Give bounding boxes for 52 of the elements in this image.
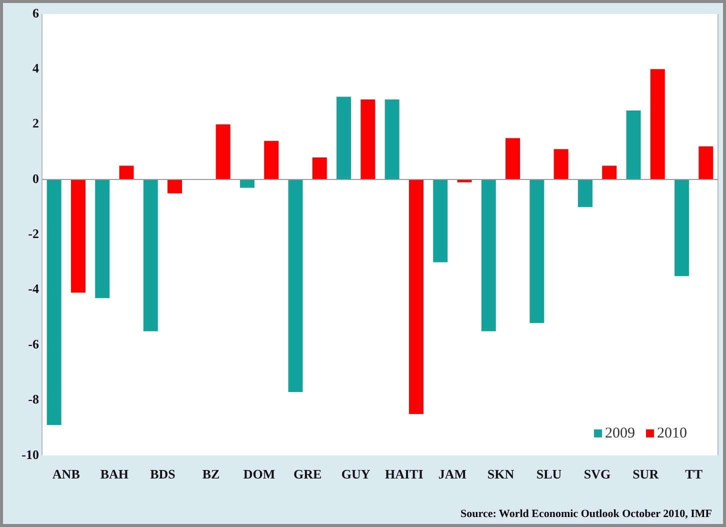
bar	[674, 180, 690, 276]
bar	[433, 180, 448, 262]
bar	[312, 157, 327, 180]
bar	[46, 180, 62, 426]
x-tick-label: GUY	[341, 466, 371, 482]
bar	[481, 180, 496, 332]
bar	[70, 180, 86, 293]
bar	[360, 100, 376, 180]
bar	[264, 140, 279, 180]
y-tick-label: -4	[28, 281, 40, 296]
bar	[408, 180, 424, 414]
source-note: Source: World Economic Outlook October 2010, IMF	[460, 508, 712, 520]
bar	[578, 180, 592, 208]
x-tick-label: ANB	[52, 466, 80, 482]
x-tick-label: GRE	[293, 466, 322, 482]
x-tick-label: SVG	[584, 466, 611, 482]
x-tick-label: SLU	[536, 466, 562, 482]
x-tick-label: JAM	[438, 466, 467, 482]
bar	[506, 138, 520, 180]
legend-label: 2009	[605, 425, 635, 442]
x-tick-label: BDS	[150, 466, 176, 482]
bar	[119, 166, 134, 180]
bar	[626, 110, 641, 180]
y-tick-label: 4	[32, 60, 40, 76]
x-tick-label: TT	[685, 466, 703, 482]
y-tick-label: -8	[28, 392, 40, 407]
bar	[530, 180, 544, 323]
bar	[95, 180, 110, 298]
y-tick-label: -6	[28, 336, 40, 352]
y-tick-label: 0	[32, 170, 39, 186]
y-tick-label: 2	[32, 116, 39, 131]
bar	[698, 146, 714, 180]
bar	[554, 149, 568, 180]
x-tick-label: SKN	[487, 466, 515, 482]
x-tick-label: DOM	[243, 466, 276, 482]
bar	[336, 96, 352, 180]
bar	[240, 180, 254, 188]
bar	[288, 180, 303, 392]
y-tick-label: -2	[28, 226, 39, 242]
legend-label: 2010	[657, 425, 687, 442]
x-tick-label: SUR	[632, 466, 660, 482]
y-tick-label: 6	[32, 5, 40, 20]
bar	[650, 69, 665, 180]
bar	[216, 124, 230, 180]
y-tick-label: -10	[22, 446, 39, 462]
bar	[143, 180, 158, 332]
bar	[168, 180, 182, 194]
bar	[602, 166, 617, 180]
bar	[384, 100, 400, 180]
x-tick-label: BZ	[202, 466, 220, 482]
x-tick-label: HAITI	[384, 466, 424, 482]
x-tick-label: BAH	[100, 466, 129, 482]
